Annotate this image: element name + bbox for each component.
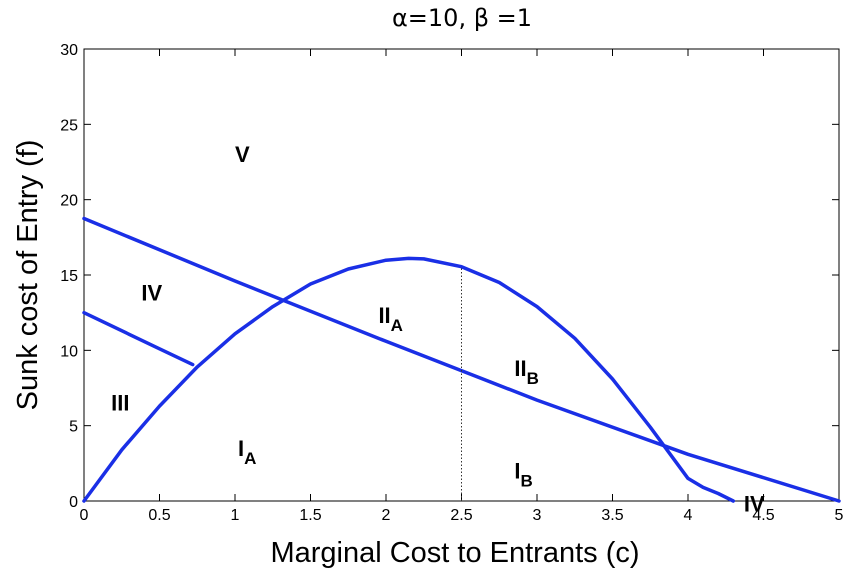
region-label: IIA — [378, 303, 403, 335]
chart-title: α=10, β =1 — [392, 4, 532, 32]
region-label-subscript: A — [244, 449, 256, 468]
x-tick-label: 4.5 — [752, 507, 774, 524]
short-sloped-boundary-line — [82, 310, 195, 367]
region-label: IA — [238, 436, 256, 468]
x-tick-label: 0 — [80, 507, 89, 524]
region-label-text: IV — [141, 281, 162, 306]
x-tick-label: 1.5 — [299, 507, 321, 524]
region-label-subscript: B — [527, 369, 539, 388]
x-tick-label: 2 — [382, 507, 391, 524]
region-label-text: I — [238, 436, 244, 461]
region-label-text: II — [378, 303, 390, 328]
region-label-text: I — [514, 458, 520, 483]
region-label: IIB — [514, 356, 539, 388]
region-label-text: V — [235, 142, 250, 167]
x-tick-label: 2.5 — [450, 507, 472, 524]
y-tick-label: 0 — [69, 494, 78, 511]
region-label: III — [111, 391, 129, 416]
x-axis-ticks: 0 0.5 1 1.5 2 2.5 3 3.5 4 4.5 5 — [80, 49, 844, 524]
region-label: IV — [744, 492, 765, 517]
x-tick-label: 3.5 — [601, 507, 623, 524]
region-label: IB — [514, 458, 532, 490]
y-tick-label: 15 — [60, 268, 78, 285]
x-axis-label: Marginal Cost to Entrants (c) — [270, 537, 639, 569]
x-tick-label: 1 — [231, 507, 240, 524]
y-tick-label: 10 — [60, 343, 78, 360]
y-axis-label: Sunk cost of Entry (f) — [12, 140, 44, 411]
region-label: V — [235, 142, 250, 167]
region-label-subscript: B — [520, 471, 532, 490]
x-tick-label: 5 — [835, 507, 844, 524]
region-label-text: IV — [744, 492, 765, 517]
y-tick-label: 30 — [60, 42, 78, 59]
x-tick-label: 3 — [533, 507, 542, 524]
x-tick-label: 4 — [684, 507, 693, 524]
region-label-text: II — [514, 356, 526, 381]
y-tick-label: 25 — [60, 117, 78, 134]
y-tick-label: 20 — [60, 193, 78, 210]
region-label-text: III — [111, 391, 129, 416]
y-axis-ticks: 0 5 10 15 20 25 30 — [60, 42, 839, 511]
parabola-boundary-line — [82, 256, 736, 503]
region-label: IV — [141, 281, 162, 306]
x-tick-label: 0.5 — [148, 507, 170, 524]
region-label-subscript: A — [391, 316, 403, 335]
y-tick-label: 5 — [69, 419, 78, 436]
